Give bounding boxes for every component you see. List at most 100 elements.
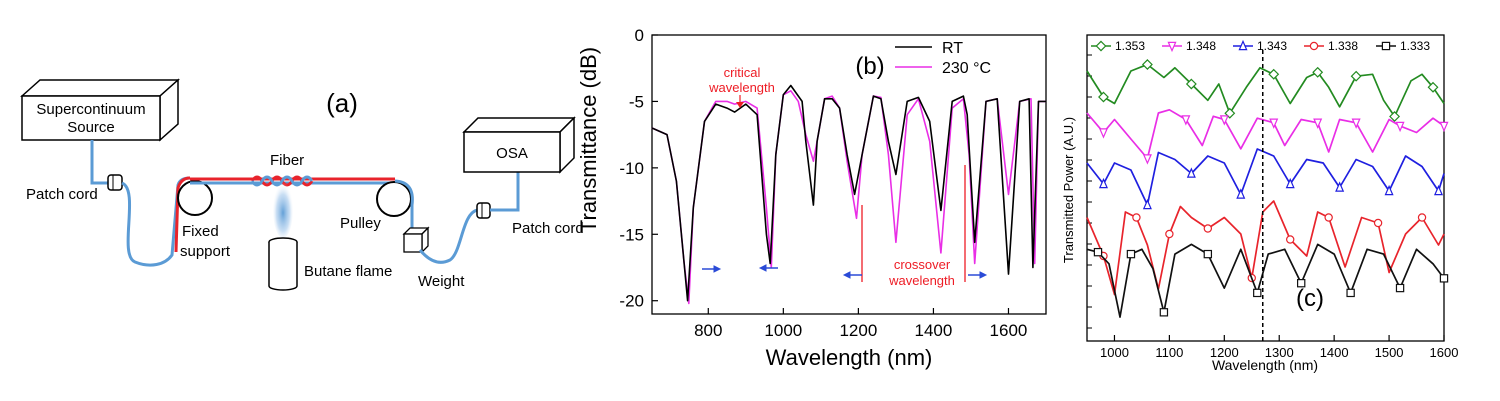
chart-c-x-tick-label: 1500 [1375, 345, 1404, 360]
chart-b-series [651, 84, 1046, 305]
series-1-348-line [1086, 108, 1445, 160]
data-point-marker [1285, 177, 1295, 189]
pulley-wheel [376, 181, 412, 217]
data-point-marker [1159, 308, 1169, 317]
data-point-marker [1313, 118, 1323, 129]
twisted-fiber-section [250, 175, 314, 187]
butane-canister [268, 237, 298, 291]
data-point-marker [1346, 288, 1355, 298]
legend-rt-label: RT [942, 40, 963, 57]
osa-label: OSA [496, 145, 528, 162]
data-point-marker [1142, 198, 1152, 210]
chart-c-x-tick-label: 1400 [1320, 345, 1349, 360]
chart-c-x-tick-label: 1600 [1430, 345, 1459, 360]
chart-b-x-tick-label: 1400 [915, 321, 953, 340]
chart-b-y-tick-label: -15 [619, 225, 644, 244]
data-point-marker [1132, 213, 1141, 222]
data-point-marker [1126, 249, 1136, 259]
chart-c-series [1086, 59, 1449, 318]
legend-label-1-353: 1.353 [1115, 39, 1145, 53]
data-point-marker [1351, 118, 1361, 129]
series-1-353-line [1086, 63, 1445, 118]
chart-b-y-tick-label: 0 [635, 26, 644, 45]
chart-b-y-tick-label: -10 [619, 159, 644, 178]
left-patch-cord-label: Patch cord [26, 186, 98, 203]
data-point-marker [1253, 288, 1262, 298]
data-point-marker [1095, 40, 1107, 52]
series-1-333-line [1086, 243, 1445, 318]
flame-icon [273, 182, 293, 238]
supercontinuum-source-box: Supercontinuum Source [20, 78, 180, 142]
data-point-marker [1417, 213, 1427, 222]
series-1-338-line [1086, 200, 1445, 296]
data-point-marker [1185, 78, 1197, 90]
panel-a-label: (a) [326, 88, 358, 118]
fixed-support-label-line2: support [180, 243, 231, 260]
fiber-over-pulley [394, 179, 414, 232]
weight-cube [402, 226, 430, 254]
critical-wavelength-label-line1: critical [724, 65, 761, 80]
chart-c-x-axis-label: Wavelength (nm) [1212, 357, 1318, 373]
data-point-marker [1165, 229, 1174, 239]
butane-flame-label: Butane flame [304, 263, 392, 280]
crossover-wavelength-label-line1: crossover [894, 257, 951, 272]
chart-b-y-tick-label: -20 [619, 292, 644, 311]
left-patch-connector [107, 174, 123, 191]
series-230c-line [651, 90, 1046, 305]
chart-b-x-tick-label: 1600 [990, 321, 1028, 340]
chart-b-y-tick-label: -5 [629, 92, 644, 111]
chart-b-x-tick-label: 1200 [839, 321, 877, 340]
data-point-marker [1224, 107, 1236, 119]
data-point-marker [1167, 41, 1177, 53]
chart-b-frame [651, 34, 1047, 315]
data-point-marker [1098, 91, 1109, 103]
osa-box: OSA [462, 116, 576, 174]
data-point-marker [1335, 181, 1345, 192]
blue-shift-arrows [702, 264, 988, 279]
legend-230c-label: 230 °C [942, 60, 991, 77]
chart-c-legend: 1.353 1.348 1.343 1.338 1.333 [1091, 39, 1430, 53]
data-point-marker [1219, 115, 1229, 126]
chart-b-y-axis-label: Transmittance (dB) [576, 47, 601, 233]
data-point-marker [1236, 188, 1246, 199]
data-point-marker [1350, 70, 1362, 82]
legend-label-1-338: 1.338 [1328, 39, 1358, 53]
data-point-marker [1098, 177, 1108, 189]
series-1-343-line [1086, 148, 1445, 206]
data-point-marker [1268, 68, 1280, 80]
chart-c-frame [1086, 34, 1445, 342]
data-point-marker [1203, 224, 1213, 233]
panel-c-label: (c) [1296, 285, 1324, 312]
panel-c-transmitted-power-chart: 1000 1100 1200 1300 1400 1500 1600 Transmitted… [1061, 34, 1459, 373]
data-point-marker [1395, 283, 1405, 293]
chart-c-ticks: 1000 1100 1200 1300 1400 1500 1600 [1087, 54, 1459, 360]
chart-c-x-tick-label: 1300 [1265, 345, 1294, 360]
panel-b-label: (b) [855, 53, 884, 80]
critical-wavelength-label-line2: wavelength [708, 80, 775, 95]
series-rt-line [651, 84, 1046, 302]
data-point-marker [1439, 121, 1449, 133]
crossover-wavelength-label-line2: wavelength [888, 273, 955, 288]
data-point-marker [1389, 111, 1401, 122]
data-point-marker [1384, 184, 1394, 196]
chart-c-y-axis-label: Transmitted Power (A.U.) [1061, 117, 1076, 263]
chart-b-legend: RT 230 °C [895, 40, 991, 77]
data-point-marker [1312, 66, 1324, 78]
legend-label-1-348: 1.348 [1186, 39, 1216, 53]
chart-b-x-axis-label: Wavelength (nm) [766, 345, 933, 370]
data-point-marker [1296, 279, 1306, 288]
data-point-marker [1181, 115, 1191, 126]
chart-c-x-tick-label: 1000 [1100, 345, 1129, 360]
data-point-marker [1373, 218, 1383, 228]
weight-label: Weight [418, 273, 465, 290]
fiber-label: Fiber [270, 152, 304, 169]
right-patch-cord-line [490, 172, 520, 212]
data-point-marker [1269, 118, 1279, 129]
right-patch-connector [476, 202, 491, 219]
data-point-marker [1203, 249, 1213, 259]
chart-c-x-tick-label: 1100 [1155, 345, 1183, 360]
data-point-marker [1093, 247, 1103, 257]
data-point-marker [1427, 81, 1439, 93]
data-point-marker [1186, 167, 1196, 178]
fixed-support-label-line1: Fixed [182, 223, 219, 240]
